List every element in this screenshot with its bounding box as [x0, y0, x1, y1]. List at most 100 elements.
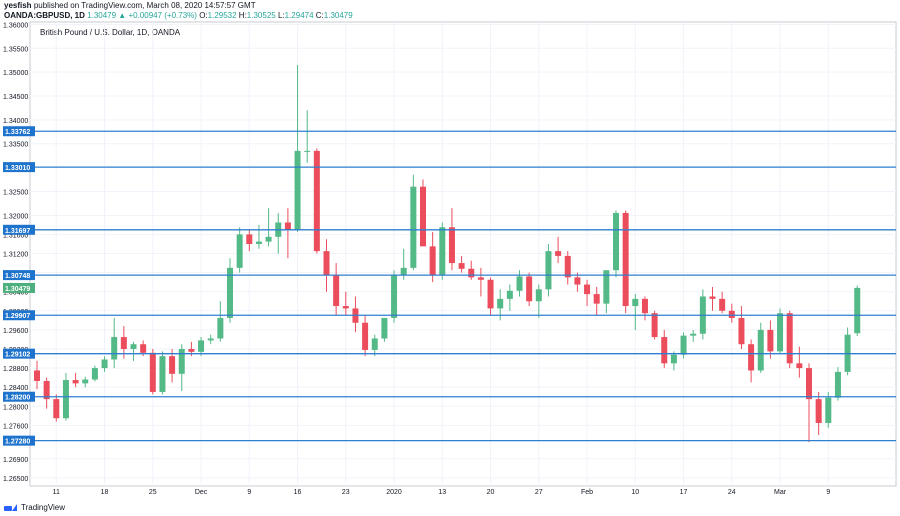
candle-down: [458, 263, 465, 269]
x-tick-label: Feb: [581, 489, 593, 496]
candle-down: [420, 186, 426, 247]
x-tick-label: 23: [342, 489, 350, 496]
y-tick-label: 1.28400: [3, 385, 28, 392]
candle-down: [622, 212, 629, 307]
candle-down: [53, 399, 60, 419]
candle-up: [535, 289, 542, 302]
tradingview-logo-icon: [4, 503, 18, 512]
candle-up: [91, 368, 98, 380]
change-value: +0.00947 (+0.73%): [128, 11, 197, 20]
price-tag-label: 1.30479: [5, 286, 30, 293]
candle-down: [815, 399, 822, 423]
y-tick-label: 1.27600: [3, 423, 28, 430]
candle-up: [613, 212, 619, 271]
candle-up: [854, 287, 861, 334]
horizontal-levels[interactable]: 1.33762 1.33010 1.31697 1.30748 1.29907 1.291…: [3, 126, 896, 446]
level-label-bg: [3, 162, 35, 173]
x-tick-label: 24: [728, 489, 736, 496]
candle-up: [178, 348, 185, 374]
candle-up: [777, 313, 784, 352]
candle-up: [62, 380, 69, 419]
candle-down: [738, 317, 745, 345]
candle-down: [651, 313, 658, 338]
candle-up: [400, 267, 407, 276]
candle-down: [284, 222, 291, 230]
candle-down: [661, 337, 668, 364]
candle-up: [391, 275, 398, 318]
x-tick-label: 9: [826, 489, 830, 496]
candle-down: [313, 150, 320, 252]
candle-up: [506, 290, 513, 299]
level-label: 1.27280: [5, 439, 30, 446]
candle-up: [304, 150, 311, 152]
x-tick-label: 13: [438, 489, 446, 496]
candle-up: [159, 356, 166, 392]
candle-up: [690, 333, 697, 336]
candle-down: [429, 246, 436, 276]
candle-down: [584, 284, 591, 295]
candle-down: [342, 306, 349, 309]
candle-up: [227, 267, 233, 318]
ohlc-line: OANDA:GBPUSD, 1D 1.30479 ▲ +0.00947 (+0.…: [4, 11, 353, 20]
candle-down: [169, 356, 176, 374]
candle-down: [448, 227, 455, 264]
y-tick-label: 1.32000: [3, 213, 28, 220]
candle-down: [34, 370, 40, 381]
close-value: 1.30479: [323, 11, 353, 20]
level-label-bg: [3, 126, 35, 137]
y-tick-label: 1.30400: [3, 290, 28, 297]
candle-up: [101, 359, 108, 369]
grid: [30, 22, 896, 486]
candle-down: [362, 322, 369, 350]
y-tick-label: 1.36000: [3, 22, 28, 29]
candle-up: [111, 337, 118, 360]
symbol-label: OANDA:GBPUSD, 1D: [4, 11, 85, 20]
level-label-bg: [3, 224, 35, 235]
candle-down: [728, 310, 735, 318]
candle-down: [120, 337, 127, 349]
level-label-bg: [3, 348, 35, 359]
y-axis: 1.36000 1.35500 1.35000 1.34500 1.34000 1.335…: [3, 22, 28, 482]
last-price: 1.30479: [87, 11, 117, 20]
x-tick-label: 18: [101, 489, 109, 496]
footer-brand: TradingView: [21, 503, 66, 512]
published-text: published on TradingView.com, March 08, …: [33, 1, 256, 10]
candle-down: [188, 348, 195, 352]
candle-down: [709, 296, 716, 299]
low-label: L:: [277, 11, 285, 20]
y-tick-label: 1.34000: [3, 118, 28, 125]
candle-up: [545, 251, 552, 290]
candle-up: [371, 338, 378, 350]
x-tick-label: 17: [680, 489, 688, 496]
level-label: 1.29102: [5, 352, 30, 359]
candle-up: [381, 317, 388, 339]
candle-up: [207, 338, 214, 341]
high-value: 1.30525: [246, 11, 276, 20]
price-tag-bg: [3, 282, 35, 293]
candle-down: [555, 251, 562, 256]
y-tick-label: 1.33500: [3, 142, 28, 149]
level-label: 1.31697: [5, 228, 30, 235]
level-label-bg: [3, 270, 35, 281]
candle-up: [198, 340, 205, 352]
candle-down: [323, 251, 330, 276]
publisher-name: yesfish: [4, 1, 32, 10]
candle-down: [574, 277, 581, 285]
candle-down: [767, 329, 774, 352]
candle-up: [603, 270, 610, 304]
high-label: H:: [238, 11, 247, 20]
x-tick-label: 9: [247, 489, 251, 496]
candle-up: [265, 236, 272, 242]
candle-down: [487, 279, 494, 309]
level-label: 1.28200: [5, 395, 30, 402]
candle-up: [834, 371, 841, 398]
chart-title: British Pound / U.S. Dollar, 1D, OANDA: [40, 28, 181, 37]
x-tick-label: 10: [631, 489, 639, 496]
candle-down: [564, 255, 571, 278]
level-label-bg: [3, 435, 35, 446]
change-arrow-icon: ▲: [118, 11, 127, 20]
y-tick-label: 1.29600: [3, 328, 28, 335]
y-tick-label: 1.34500: [3, 94, 28, 101]
candle-down: [748, 344, 755, 371]
